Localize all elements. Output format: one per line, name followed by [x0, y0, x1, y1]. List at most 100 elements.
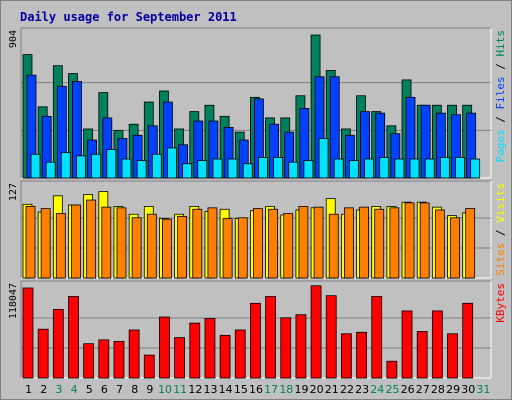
bar-pages-day-2	[45, 161, 56, 179]
bar-kbytes-day-12	[189, 322, 201, 379]
bar-kbytes-day-1	[22, 287, 34, 379]
bar-pages-day-28	[439, 157, 450, 179]
bar-sites-day-1	[25, 206, 36, 279]
panel-kbytes: 118047 KBytes	[8, 280, 507, 379]
x-tick-label: 13	[204, 383, 218, 396]
bar-sites-day-11	[177, 215, 188, 279]
x-tick-label: 16	[249, 383, 263, 396]
bar-pages-day-7	[121, 158, 132, 179]
bar-kbytes-day-29	[447, 333, 458, 379]
bar-pages-day-17	[273, 157, 283, 179]
bar-pages-day-11	[182, 163, 193, 179]
x-tick-label: 4	[71, 383, 78, 396]
bar-pages-day-3	[60, 152, 71, 179]
bar-sites-day-8	[131, 217, 142, 279]
x-tick-label: 19	[294, 383, 308, 396]
bar-sites-day-28	[434, 209, 445, 279]
bar-kbytes-day-24	[371, 296, 383, 379]
bar-pages-day-6	[106, 149, 117, 179]
bar-pages-day-8	[136, 160, 147, 179]
bar-pages-day-21	[333, 158, 344, 179]
x-tick-label: 11	[173, 383, 187, 396]
bar-pages-day-10	[167, 147, 177, 179]
bar-sites-day-22	[343, 207, 354, 279]
x-tick-label: 1	[25, 383, 32, 396]
bar-sites-day-13	[207, 207, 218, 279]
x-tick-label: 21	[325, 383, 339, 396]
bar-kbytes-day-4	[68, 296, 79, 379]
legend-entry: Hits	[494, 30, 507, 57]
bar-sites-day-12	[192, 208, 203, 279]
x-tick-label: 27	[416, 383, 430, 396]
x-tick-label: 2	[40, 383, 47, 396]
legend-entry: KBytes	[494, 283, 507, 323]
legend-entry: /	[494, 110, 507, 130]
bar-sites-day-6	[101, 206, 112, 279]
bar-kbytes-day-30	[462, 302, 474, 379]
legend-entry: /	[494, 57, 507, 77]
bar-pages-day-16	[258, 157, 268, 179]
bar-kbytes-day-2	[37, 328, 49, 379]
bar-pages-day-26	[409, 158, 420, 179]
bar-kbytes-day-21	[325, 295, 337, 379]
legend-entry: Files	[494, 76, 507, 109]
bar-kbytes-day-10	[159, 316, 170, 379]
bar-pages-day-19	[303, 160, 314, 179]
bar-kbytes-day-16	[250, 302, 261, 379]
bar-kbytes-day-5	[83, 343, 95, 379]
bar-sites-day-21	[328, 213, 339, 279]
bar-sites-day-19	[298, 206, 309, 279]
bar-sites-day-27	[419, 202, 430, 279]
bar-pages-day-9	[151, 153, 162, 179]
bar-kbytes-day-9	[143, 354, 155, 379]
bar-kbytes-day-11	[174, 337, 186, 379]
bar-pages-day-14	[227, 158, 238, 179]
bar-pages-day-22	[348, 160, 359, 179]
y-max-label: 904	[8, 30, 19, 48]
legend-entry: Visits	[494, 183, 507, 223]
bar-kbytes-day-8	[128, 329, 140, 379]
legend-entry: /	[494, 223, 507, 243]
bar-kbytes-day-17	[265, 296, 276, 379]
bar-kbytes-day-22	[340, 333, 352, 379]
x-tick-label: 15	[234, 383, 248, 396]
bar-kbytes-day-6	[98, 339, 110, 379]
x-tick-label: 8	[131, 383, 138, 396]
bar-kbytes-day-18	[280, 317, 292, 379]
bar-sites-day-18	[283, 213, 294, 279]
bar-sites-day-5	[86, 199, 97, 279]
bar-sites-day-25	[389, 207, 400, 279]
bar-pages-day-30	[470, 158, 481, 179]
side-legend: Sites / Visits	[494, 183, 507, 276]
bar-sites-day-20	[313, 206, 324, 279]
x-tick-label: 28	[431, 383, 445, 396]
chart-title: Daily usage for September 2011	[20, 10, 237, 24]
x-tick-label: 18	[279, 383, 293, 396]
bar-kbytes-day-14	[219, 334, 231, 379]
bar-pages-day-25	[394, 158, 405, 179]
x-tick-label: 9	[146, 383, 153, 396]
bar-pages-day-23	[364, 158, 374, 179]
bar-pages-day-15	[242, 163, 253, 179]
bar-sites-day-23	[359, 206, 369, 279]
x-tick-label: 17	[264, 383, 278, 396]
bar-pages-day-13	[212, 158, 223, 179]
bar-kbytes-day-19	[295, 314, 307, 379]
panel-hits-files-pages: 904 Pages / Files / Hits	[8, 27, 507, 179]
bar-pages-day-12	[197, 160, 208, 179]
bar-kbytes-day-26	[401, 310, 413, 379]
panel-visits-sites: 127 Sites / Visits	[8, 180, 507, 279]
bar-sites-day-17	[268, 208, 278, 279]
bar-kbytes-day-20	[310, 285, 322, 379]
x-tick-label: 5	[86, 383, 93, 396]
x-tick-label: 12	[188, 383, 202, 396]
x-tick-label: 31	[476, 383, 490, 396]
bar-sites-day-24	[374, 208, 385, 279]
x-tick-label: 29	[446, 383, 460, 396]
bar-sites-day-16	[253, 208, 263, 279]
bar-pages-day-29	[455, 157, 465, 179]
x-tick-label: 14	[219, 383, 233, 396]
x-tick-label: 24	[370, 383, 384, 396]
legend-entry: Sites	[494, 243, 507, 276]
bar-sites-day-7	[116, 207, 127, 279]
